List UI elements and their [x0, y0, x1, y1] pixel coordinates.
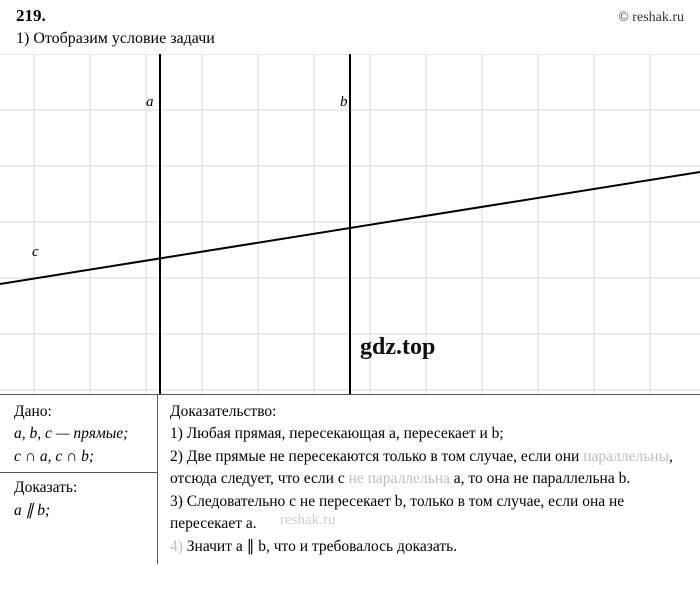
proof-area: Дано: a, b, c — прямые; c ∩ a, c ∩ b; До… [0, 394, 700, 564]
watermark-gdz: gdz.top [360, 334, 435, 361]
prove-heading: Доказать: [14, 477, 147, 499]
given-heading: Дано: [14, 401, 147, 423]
geometry-diagram: a b c gdz.top [0, 54, 700, 394]
p2e: a, то она не параллельна b. [450, 470, 630, 487]
proof-heading: Доказательство: [170, 401, 692, 423]
p2a: 2) Две прямые не пересекаются только в т… [170, 448, 583, 465]
prove-line: a ∥ b; [14, 500, 147, 522]
proof-step-2: 2) Две прямые не пересекаются только в т… [170, 446, 692, 491]
given-line-2: c ∩ a, c ∩ b; [14, 446, 147, 468]
proof-step-4: 4) Значит a ∥ b, что и требовалось доказ… [170, 536, 692, 558]
given-line-1: a, b, c — прямые; [14, 423, 147, 445]
proof-column: Доказательство: 1) Любая прямая, пересек… [158, 395, 700, 564]
header: 219. © reshak.ru [0, 0, 700, 30]
divider [0, 472, 157, 473]
p4-text: Значит a ∥ b, что и требовалось доказать… [187, 538, 457, 555]
proof-step-3: 3) Следовательно c не пересекает b, толь… [170, 491, 692, 536]
proof-step-1: 1) Любая прямая, пересекающая a, пересек… [170, 423, 692, 445]
step-1-text: 1) Отобразим условие задачи [0, 30, 700, 54]
svg-text:a: a [146, 94, 154, 110]
svg-text:b: b [340, 94, 348, 110]
p2b-faded: параллельны [583, 448, 669, 465]
p4-num-faded: 4) [170, 538, 187, 555]
p2d-faded: не параллельна [349, 470, 450, 487]
diagram-svg: a b c [0, 54, 700, 394]
problem-number: 219. [16, 6, 46, 26]
source-link: © reshak.ru [618, 10, 684, 26]
svg-text:c: c [32, 244, 39, 260]
given-column: Дано: a, b, c — прямые; c ∩ a, c ∩ b; До… [0, 395, 158, 564]
